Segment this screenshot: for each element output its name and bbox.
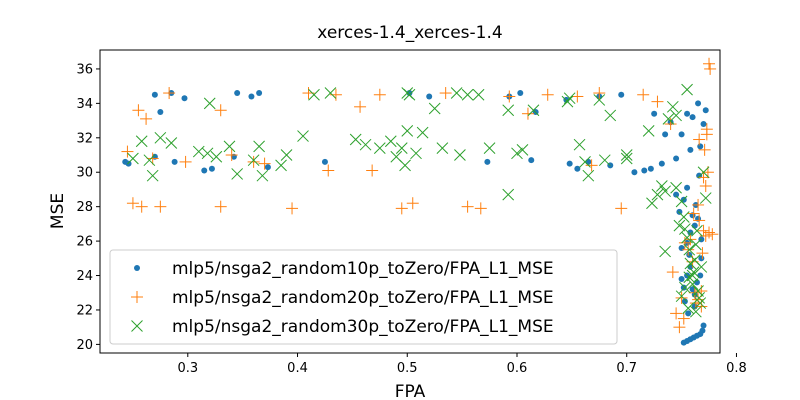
y-tick-label: 20	[76, 338, 93, 353]
y-tick-label: 36	[76, 62, 93, 77]
y-tick-label: 26	[76, 235, 93, 250]
data-point	[695, 100, 701, 106]
data-point	[157, 109, 163, 115]
y-tick-label: 28	[76, 200, 93, 215]
data-point	[697, 143, 703, 149]
data-point	[618, 92, 624, 98]
data-point	[673, 155, 679, 161]
data-point	[631, 169, 637, 175]
data-point	[701, 322, 707, 328]
y-tick-label: 32	[76, 131, 93, 146]
data-point	[679, 276, 685, 282]
data-point	[256, 90, 262, 96]
y-tick-label: 22	[76, 303, 93, 318]
legend-marker	[134, 265, 140, 271]
data-point	[484, 159, 490, 165]
data-point	[574, 166, 580, 172]
data-point	[248, 93, 254, 99]
data-point	[703, 107, 709, 113]
legend: mlp5/nsga2_random10p_toZero/FPA_L1_MSEml…	[110, 250, 617, 344]
data-point	[690, 114, 696, 120]
legend-entry: mlp5/nsga2_random10p_toZero/FPA_L1_MSE	[134, 259, 554, 279]
data-point	[426, 93, 432, 99]
y-axis-label: MSE	[48, 193, 68, 229]
data-point	[126, 161, 132, 167]
data-point	[152, 92, 158, 98]
data-point	[692, 223, 698, 229]
data-point	[697, 273, 703, 279]
data-point	[687, 147, 693, 153]
data-point	[201, 168, 207, 174]
data-point	[662, 131, 668, 137]
data-point	[685, 310, 691, 316]
y-tick-label: 30	[76, 166, 93, 181]
data-point	[659, 161, 665, 167]
data-point	[209, 166, 215, 172]
y-tick-label: 24	[76, 269, 93, 284]
data-point	[679, 131, 685, 137]
data-point	[651, 111, 657, 117]
legend-label: mlp5/nsga2_random10p_toZero/FPA_L1_MSE	[172, 259, 554, 279]
data-point	[648, 166, 654, 172]
chart-title: xerces-1.4_xerces-1.4	[317, 23, 502, 43]
x-axis-label: FPA	[395, 382, 426, 400]
x-tick-label: 0.5	[397, 361, 418, 376]
data-point	[684, 111, 690, 117]
legend-entry: mlp5/nsga2_random20p_toZero/FPA_L1_MSE	[131, 288, 554, 308]
data-point	[681, 285, 687, 291]
data-point	[528, 157, 534, 163]
data-point	[172, 159, 178, 165]
x-tick-label: 0.8	[726, 361, 747, 376]
data-point	[676, 209, 682, 215]
data-point	[585, 159, 591, 165]
data-point	[181, 95, 187, 101]
x-tick-label: 0.3	[177, 361, 198, 376]
data-point	[234, 90, 240, 96]
data-point	[567, 161, 573, 167]
data-point	[641, 168, 647, 174]
legend-entry: mlp5/nsga2_random30p_toZero/FPA_L1_MSE	[132, 317, 554, 337]
legend-label: mlp5/nsga2_random30p_toZero/FPA_L1_MSE	[172, 317, 554, 337]
data-point	[701, 121, 707, 127]
legend-label: mlp5/nsga2_random20p_toZero/FPA_L1_MSE	[172, 288, 554, 308]
data-point	[684, 185, 690, 191]
x-tick-label: 0.6	[507, 361, 528, 376]
data-point	[681, 340, 687, 346]
data-point	[517, 90, 523, 96]
data-point	[265, 164, 271, 170]
y-tick-label: 34	[76, 97, 93, 112]
x-tick-label: 0.4	[287, 361, 308, 376]
x-tick-label: 0.7	[616, 361, 637, 376]
data-point	[322, 159, 328, 165]
